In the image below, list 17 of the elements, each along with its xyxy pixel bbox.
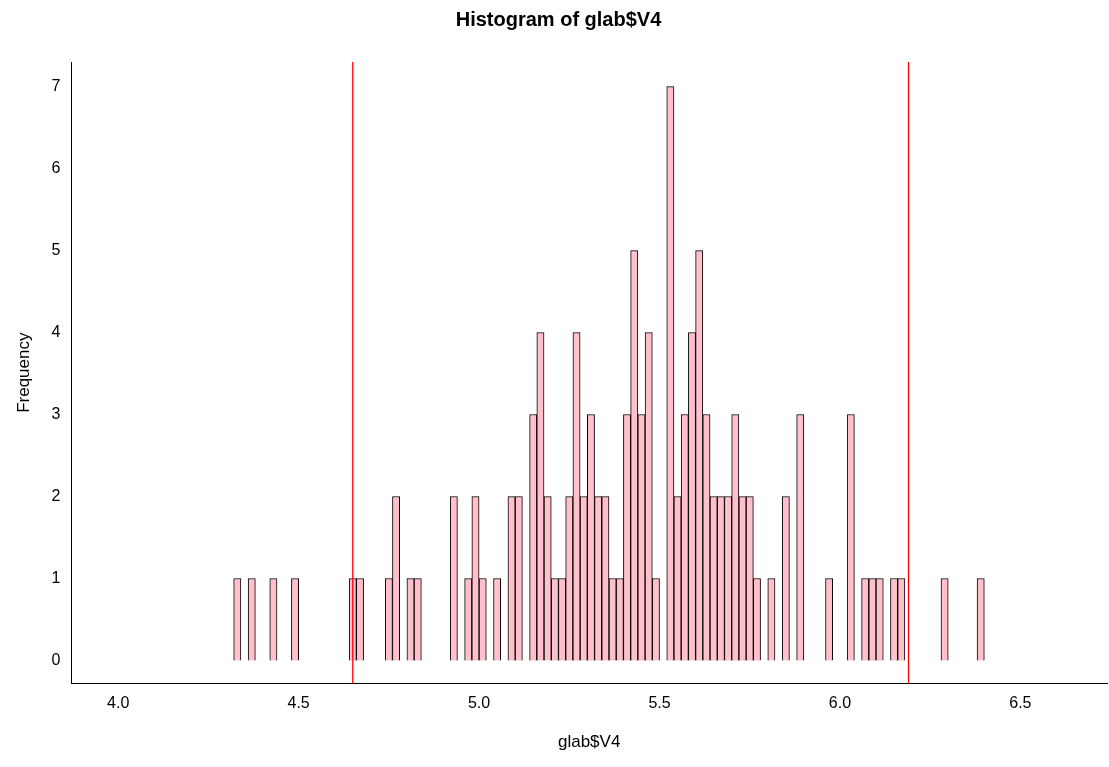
y-axis-title: Frequency — [13, 332, 33, 413]
y-tick-label: 6 — [51, 158, 61, 176]
y-tick-label: 2 — [51, 486, 61, 504]
x-tick-label: 5.0 — [467, 694, 491, 712]
y-tick-label: 7 — [51, 77, 61, 94]
chart-title: Histogram of glab$V4 — [455, 7, 663, 30]
x-tick-label: 4.0 — [107, 694, 130, 712]
y-tick-label: 1 — [51, 568, 61, 586]
x-tick-label: 5.5 — [648, 694, 671, 712]
y-tick-label: 4 — [51, 322, 61, 340]
x-axis-title: glab$V4 — [557, 732, 621, 752]
y-tick-label: 3 — [51, 404, 61, 422]
y-tick-label: 0 — [51, 650, 61, 668]
y-tick-label: 5 — [51, 240, 61, 258]
x-tick-label: 6.0 — [828, 694, 852, 712]
x-tick-label: 6.5 — [1009, 694, 1032, 712]
x-tick-label: 4.5 — [287, 694, 310, 712]
